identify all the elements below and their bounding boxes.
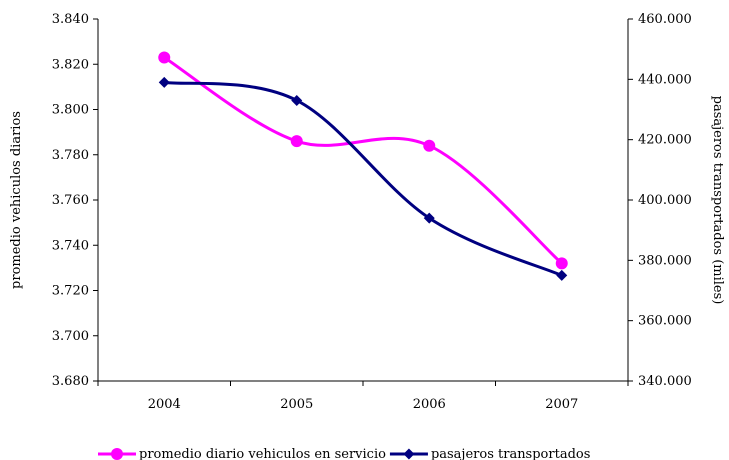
left-axis-title: promedio vehiculos diarios — [9, 111, 24, 289]
left-axis-tick-label: 3.680 — [52, 374, 89, 389]
data-point-vehiculos — [158, 51, 171, 64]
left-axis-tick-label: 3.820 — [52, 57, 89, 72]
series-layer — [158, 51, 568, 281]
right-axis-tick-label: 380.000 — [638, 253, 692, 268]
series-line-pasajeros — [164, 80, 563, 277]
right-axis-tick-label: 460.000 — [638, 12, 692, 27]
left-axis-tick-label: 3.720 — [52, 284, 89, 299]
axes: 3.680 3.700 3.720 3.740 3.760 3.780 3.800 3.820… — [52, 12, 692, 412]
x-axis-tick-label: 2006 — [413, 397, 446, 412]
data-point-vehiculos — [423, 139, 436, 152]
data-point-pasajeros — [556, 269, 568, 281]
legend-label-pasajeros: pasajeros transportados — [431, 447, 590, 460]
left-axis-tick-label: 3.740 — [52, 238, 89, 253]
x-axis-tick-label: 2004 — [148, 397, 181, 412]
right-axis-tick-label: 400.000 — [638, 193, 692, 208]
legend-label-vehiculos: promedio diario vehiculos en servicio — [139, 447, 386, 460]
data-point-vehiculos — [555, 257, 568, 270]
legend-marker-vehiculos — [111, 448, 123, 460]
data-point-vehiculos — [290, 135, 303, 148]
legend-marker-pasajeros — [403, 448, 415, 460]
right-axis-tick-label: 440.000 — [638, 72, 692, 87]
data-point-pasajeros — [291, 94, 303, 106]
data-point-pasajeros — [423, 212, 435, 224]
series-line-vehiculos — [163, 56, 563, 265]
legend: promedio diario vehiculos en servicio pas… — [98, 447, 590, 460]
right-axis-tick-label: 420.000 — [638, 133, 692, 148]
x-axis-tick-label: 2007 — [545, 397, 578, 412]
left-axis-tick-label: 3.780 — [52, 148, 89, 163]
right-axis-tick-label: 360.000 — [638, 314, 692, 329]
left-axis-tick-label: 3.760 — [52, 193, 89, 208]
left-axis-tick-label: 3.840 — [52, 12, 89, 27]
x-axis-tick-label: 2005 — [280, 397, 313, 412]
left-axis-tick-label: 3.700 — [52, 329, 89, 344]
data-point-pasajeros — [158, 76, 170, 88]
left-axis-tick-label: 3.800 — [52, 103, 89, 118]
right-axis-title: pasajeros transportados (miles) — [710, 96, 725, 305]
right-axis-tick-label: 340.000 — [638, 374, 692, 389]
